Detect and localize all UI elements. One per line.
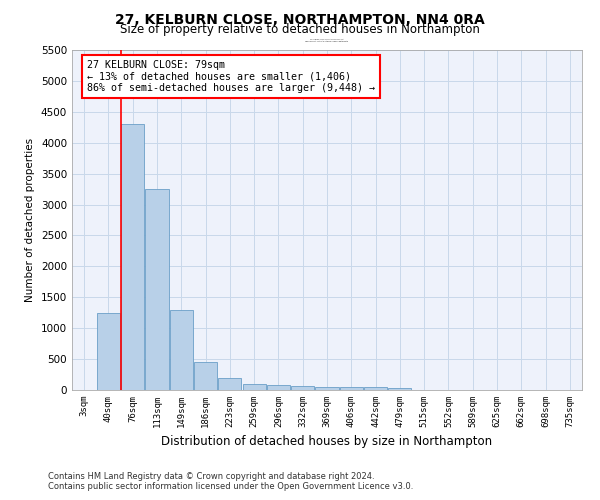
Text: Contains HM Land Registry data © Crown copyright and database right 2024.
Contai: Contains HM Land Registry data © Crown c… [48,472,413,491]
Text: 27 KELBURN CLOSE: 79sqm
← 13% of detached houses are smaller (1,406)
86% of semi: 27 KELBURN CLOSE: 79sqm ← 13% of detache… [88,60,376,94]
Bar [145,189,169,390]
Bar [97,312,120,390]
Bar [218,378,241,390]
Bar [170,310,193,390]
X-axis label: Distribution of detached houses by size in Northampton: Distribution of detached houses by size … [161,436,493,448]
Text: 27, KELBURN CLOSE, NORTHAMPTON, NN4 0RA: 27, KELBURN CLOSE, NORTHAMPTON, NN4 0RA [115,12,485,26]
Bar [364,387,387,390]
Bar [388,388,412,390]
Bar [316,387,338,390]
Bar [267,386,290,390]
Bar [340,387,363,390]
Title: 27, KELBURN CLOSE, NORTHAMPTON, NN4 0RA
Size of property relative to detached ho: 27, KELBURN CLOSE, NORTHAMPTON, NN4 0RA … [305,39,349,42]
Text: Size of property relative to detached houses in Northampton: Size of property relative to detached ho… [120,22,480,36]
Bar [291,386,314,390]
Bar [242,384,266,390]
Bar [194,362,217,390]
Bar [121,124,144,390]
Y-axis label: Number of detached properties: Number of detached properties [25,138,35,302]
